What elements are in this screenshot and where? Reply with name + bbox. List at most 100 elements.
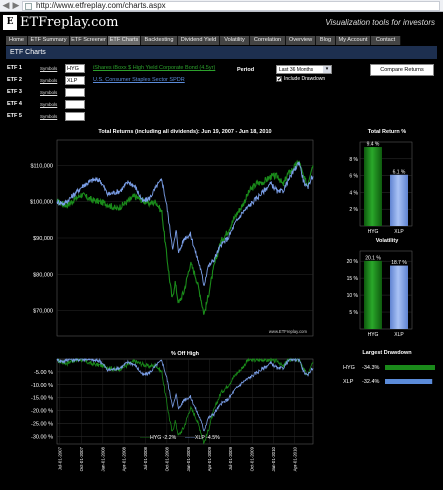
drawdown-line-hyg bbox=[57, 357, 314, 445]
y-tick-label: -30.00 % bbox=[31, 434, 53, 440]
forward-icon[interactable]: ▶ bbox=[12, 1, 20, 11]
section-title: ETF Charts bbox=[6, 46, 437, 59]
drawdown-value: -32.4% bbox=[362, 379, 380, 385]
x-category-label: HYG bbox=[368, 332, 379, 338]
series-line-xlp bbox=[56, 161, 314, 287]
chevron-down-icon: ▾ bbox=[323, 66, 331, 73]
series-lines bbox=[56, 357, 314, 445]
symbols-link[interactable]: Symbols bbox=[40, 114, 58, 119]
total-returns-chart: $70,000 $80,000 $90,000 $100,000 $110,000 ww… bbox=[30, 139, 314, 337]
y-tick-label: 8 % bbox=[349, 157, 358, 163]
total-return-pct-title: Total Return % bbox=[367, 129, 407, 135]
etf-symbol-input[interactable] bbox=[65, 112, 85, 121]
browser-toolbar: ◀ ▶ http://www.etfreplay.com/charts.aspx bbox=[0, 0, 443, 12]
bar-value-label: 20.1 % bbox=[365, 255, 381, 261]
nav-tab-blog[interactable]: Blog bbox=[316, 36, 336, 45]
period-select[interactable]: Last 36 Months ▾ bbox=[276, 65, 332, 74]
bar-hyg bbox=[364, 260, 382, 329]
back-icon[interactable]: ◀ bbox=[2, 1, 10, 11]
nav-tab-home[interactable]: Home bbox=[6, 36, 28, 45]
address-bar[interactable]: http://www.etfreplay.com/charts.aspx bbox=[22, 1, 440, 11]
site-header: E ETFreplay.com Visualization tools for … bbox=[0, 12, 443, 34]
nav-tab-etf-summary[interactable]: ETF Summary bbox=[28, 36, 70, 45]
main-nav: Home ETF Summary ETF Screener ETF Charts Bac… bbox=[6, 36, 437, 45]
nav-tab-contact[interactable]: Contact bbox=[371, 36, 401, 45]
drawdown-bar-hyg bbox=[385, 365, 435, 370]
page-icon bbox=[25, 3, 32, 10]
x-tick-label: Jul-01-2007 bbox=[57, 446, 62, 470]
y-tick-label: $100,000 bbox=[30, 200, 53, 206]
compare-returns-button[interactable]: Compare Returns bbox=[370, 64, 434, 76]
drawdown-name: HYG bbox=[343, 365, 355, 371]
y-tick-label: $90,000 bbox=[33, 236, 53, 242]
nav-tab-my-account[interactable]: My Account bbox=[336, 36, 371, 45]
include-drawdown-checkbox[interactable]: ✔ bbox=[276, 76, 283, 83]
drawdown-value: -34.3% bbox=[362, 365, 380, 371]
y-tick-label: -10.00 % bbox=[31, 383, 53, 389]
etf-symbol-input[interactable] bbox=[65, 100, 85, 109]
etf-row-3: ETF 3 Symbols bbox=[7, 88, 227, 97]
etf-symbol-input[interactable] bbox=[65, 88, 85, 97]
y-axis-ticks: $70,000 $80,000 $90,000 $100,000 $110,000 bbox=[30, 163, 53, 314]
y-tick-label: 4 % bbox=[349, 190, 358, 196]
period-value: Last 36 Months bbox=[279, 67, 314, 73]
bar-value-label: 9.4 % bbox=[367, 142, 380, 148]
volatility-title: Volatility bbox=[375, 238, 399, 244]
x-category-label: XLP bbox=[394, 229, 404, 235]
legend-swatch: —— bbox=[140, 435, 151, 441]
symbols-link[interactable]: Symbols bbox=[40, 66, 58, 71]
pct-off-high-title: % Off High bbox=[170, 351, 200, 357]
x-tick-label: Jan-01-2008 bbox=[100, 446, 105, 471]
y-tick-label: 6 % bbox=[349, 174, 358, 180]
nav-tab-etf-charts[interactable]: ETF Charts bbox=[108, 36, 141, 45]
drawdown-line-xlp bbox=[56, 357, 314, 432]
bar-value-label: 18.7 % bbox=[391, 260, 407, 266]
y-tick-label: 2 % bbox=[349, 207, 358, 213]
y-tick-label: $80,000 bbox=[33, 272, 53, 278]
series-lines bbox=[56, 159, 314, 315]
x-tick-label: Oct-01-2008 bbox=[164, 446, 169, 471]
x-tick-label: Oct-01-2007 bbox=[79, 446, 84, 471]
etf-row-1: ETF 1 Symbols HYG iShares iBoxx $ High Yiel… bbox=[7, 64, 227, 73]
etf-label: ETF 2 bbox=[7, 77, 22, 83]
nav-tab-dividend-yield[interactable]: Dividend Yield bbox=[178, 36, 220, 45]
x-tick-label: Jul-01-2009 bbox=[228, 446, 233, 470]
series-line-hyg bbox=[56, 159, 314, 315]
etf-fund-link[interactable]: iShares iBoxx $ High Yield Corporate Bon… bbox=[93, 65, 216, 71]
x-tick-label: Apr-01-2008 bbox=[122, 446, 127, 471]
etf-label: ETF 5 bbox=[7, 113, 22, 119]
x-category-label: HYG bbox=[368, 229, 379, 235]
x-tick-label: Oct-01-2009 bbox=[250, 446, 255, 471]
etf-symbol-input[interactable]: XLP bbox=[65, 76, 85, 85]
x-tick-label: Jan-01-2010 bbox=[271, 446, 276, 471]
x-axis-ticks: Jul-01-2007 Oct-01-2007 Jan-01-2008 Apr-01-… bbox=[57, 446, 297, 471]
symbols-link[interactable]: Symbols bbox=[40, 78, 58, 83]
x-tick-label: Apr-01-2009 bbox=[207, 446, 212, 471]
y-tick-label: -20.00 % bbox=[31, 409, 53, 415]
nav-tab-etf-screener[interactable]: ETF Screener bbox=[70, 36, 108, 45]
symbols-link[interactable]: Symbols bbox=[40, 90, 58, 95]
nav-tab-overview[interactable]: Overview bbox=[286, 36, 316, 45]
watermark: www.ETFreplay.com bbox=[269, 329, 308, 334]
etf-fund-link[interactable]: U.S. Consumer Staples Sector SPDR bbox=[93, 77, 185, 83]
site-name[interactable]: ETFreplay.com bbox=[20, 15, 119, 30]
drawdown-name: XLP bbox=[343, 379, 354, 385]
nav-tab-volatility[interactable]: Volatility bbox=[220, 36, 250, 45]
site-tagline: Visualization tools for investors bbox=[325, 18, 435, 27]
total-return-bar-chart: 2 % 4 % 6 % 8 % 9.4 % HYG 6.1 % XLP bbox=[349, 142, 413, 235]
y-tick-label: 15 % bbox=[347, 276, 359, 282]
logo-icon[interactable]: E bbox=[3, 15, 17, 30]
legend-label: XLP -4.5% bbox=[195, 435, 220, 441]
drawdown-bar-xlp bbox=[385, 379, 433, 384]
etf-symbol-input[interactable]: HYG bbox=[65, 64, 85, 73]
bar-value-label: 6.1 % bbox=[393, 169, 406, 175]
etf-row-5: ETF 5 Symbols bbox=[7, 112, 227, 121]
nav-tab-backtesting[interactable]: Backtesting bbox=[141, 36, 178, 45]
symbols-link[interactable]: Symbols bbox=[40, 102, 58, 107]
y-tick-label: -25.00 % bbox=[31, 421, 53, 427]
nav-tab-correlation[interactable]: Correlation bbox=[250, 36, 286, 45]
total-returns-title: Total Returns (including all dividends):… bbox=[98, 129, 272, 135]
x-category-label: XLP bbox=[394, 332, 404, 338]
etf-row-2: ETF 2 Symbols XLP U.S. Consumer Staples Sec… bbox=[7, 76, 227, 85]
pct-off-high-chart: -5.00 % -10.00 % -15.00 % -20.00 % -25.00 % -… bbox=[31, 357, 314, 472]
